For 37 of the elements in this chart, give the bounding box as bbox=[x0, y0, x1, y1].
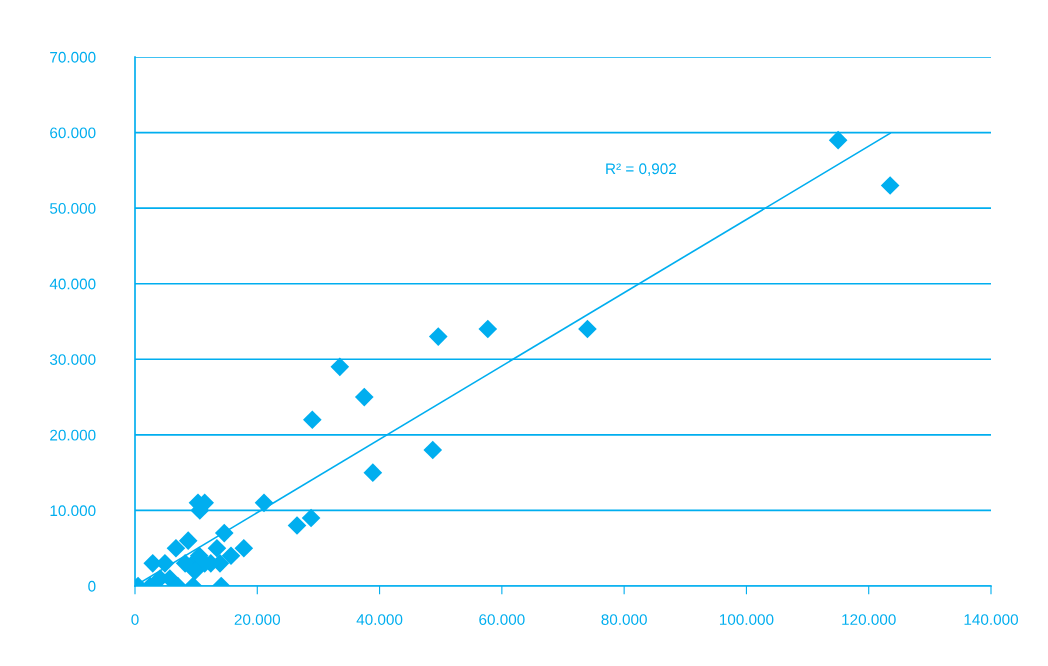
point bbox=[828, 130, 848, 150]
point bbox=[178, 531, 198, 550]
point bbox=[423, 440, 443, 460]
point bbox=[214, 523, 234, 543]
x-tick-label: 80.000 bbox=[601, 614, 647, 625]
x-tick-label: 60.000 bbox=[479, 614, 525, 625]
y-tick-label: 20.000 bbox=[50, 429, 96, 441]
x-tick-label: 40.000 bbox=[356, 614, 403, 625]
x-tick-label: 140.000 bbox=[964, 614, 1019, 625]
point bbox=[254, 493, 274, 513]
y-tick-label: 70.000 bbox=[50, 51, 96, 63]
point bbox=[166, 538, 186, 558]
y-tick-label: 50.000 bbox=[50, 203, 96, 214]
point bbox=[287, 516, 307, 535]
x-tick-label: 0 bbox=[131, 614, 139, 625]
point bbox=[301, 508, 321, 528]
point bbox=[354, 387, 374, 407]
point bbox=[363, 463, 383, 482]
y-tick-label: 30.000 bbox=[49, 354, 96, 365]
point bbox=[428, 327, 448, 346]
annotation: R² = 0,902 bbox=[606, 163, 676, 176]
point bbox=[578, 319, 597, 339]
x-tick-label: 20.000 bbox=[234, 614, 281, 625]
point bbox=[221, 546, 241, 566]
y-tick-label: 0 bbox=[88, 580, 96, 592]
point bbox=[330, 357, 350, 377]
y-tick-label: 10.000 bbox=[50, 505, 96, 517]
y-tick-label: 40.000 bbox=[49, 278, 96, 290]
point bbox=[880, 176, 900, 195]
y-tick-label: 60.000 bbox=[50, 127, 96, 139]
x-tick-label: 100.000 bbox=[719, 614, 774, 625]
point bbox=[155, 554, 175, 573]
point bbox=[478, 319, 498, 339]
x-tick-label: 120.000 bbox=[842, 614, 896, 625]
point bbox=[303, 410, 322, 430]
point bbox=[234, 538, 254, 558]
point bbox=[207, 538, 227, 558]
